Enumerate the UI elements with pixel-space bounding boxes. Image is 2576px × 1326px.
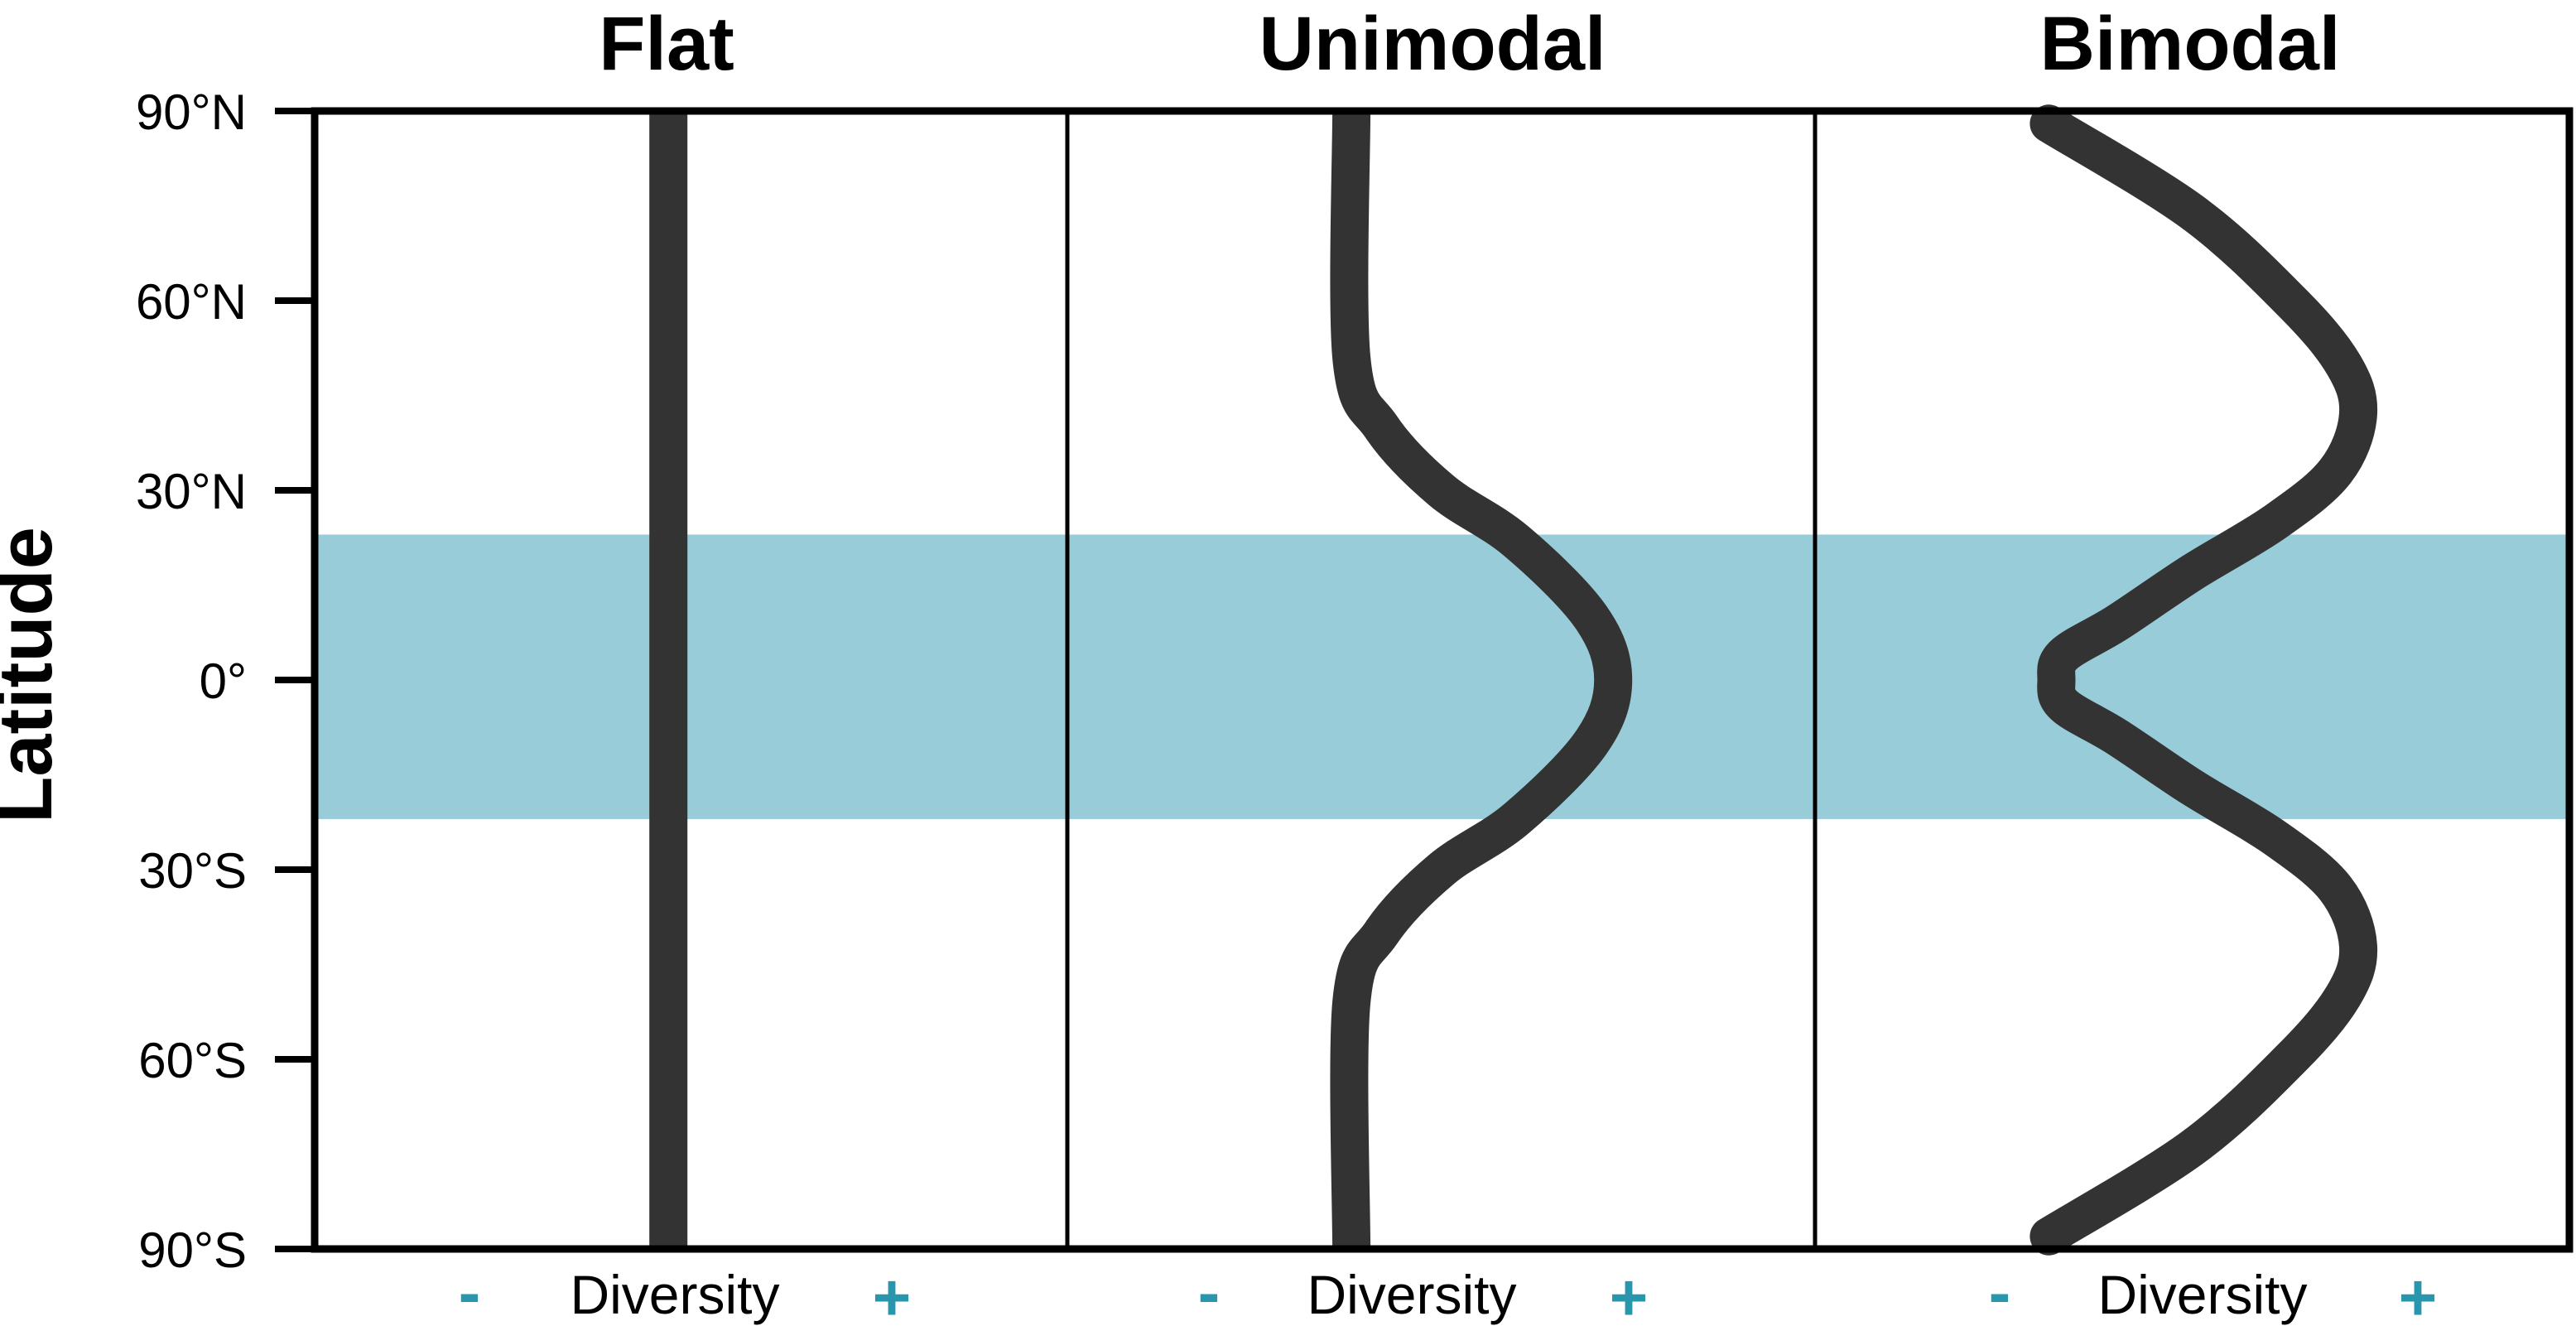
diversity-plus-sign: + xyxy=(2399,1261,2438,1326)
unimodal-curve xyxy=(1330,110,1633,1250)
panel-title-flat: Flat xyxy=(599,2,734,86)
diversity-axis-label: Diversity xyxy=(570,1264,779,1325)
y-axis-title: Latitude xyxy=(0,527,68,823)
y-tick-label: 60°N xyxy=(136,274,247,330)
diversity-minus-sign: - xyxy=(1989,1256,2011,1326)
panel-title-bimodal: Bimodal xyxy=(2040,2,2341,86)
y-tick-label: 0° xyxy=(200,653,247,709)
y-axis-ticks: 90°N 60°N 30°N 0° 30°S 60°S 90°S xyxy=(136,84,315,1278)
y-tick-label: 60°S xyxy=(138,1033,247,1088)
diversity-plus-sign: + xyxy=(873,1261,912,1326)
y-tick-label: 30°N xyxy=(136,464,247,519)
diversity-curves xyxy=(649,104,2378,1256)
diversity-minus-sign: - xyxy=(459,1256,481,1326)
panel-title-unimodal: Unimodal xyxy=(1259,2,1606,86)
panel-titles: Flat Unimodal Bimodal xyxy=(599,2,2340,86)
y-tick-label: 90°N xyxy=(136,84,247,140)
diversity-axis-labels: - Diversity + - Diversity + - Diversity + xyxy=(459,1256,2438,1326)
y-tick-label: 90°S xyxy=(138,1222,247,1278)
diversity-axis-label: Diversity xyxy=(2097,1264,2307,1325)
diversity-minus-sign: - xyxy=(1198,1256,1221,1326)
bimodal-curve xyxy=(2030,104,2378,1256)
diversity-plus-sign: + xyxy=(1610,1261,1649,1326)
diversity-axis-label: Diversity xyxy=(1307,1264,1516,1325)
y-tick-label: 30°S xyxy=(138,843,247,899)
